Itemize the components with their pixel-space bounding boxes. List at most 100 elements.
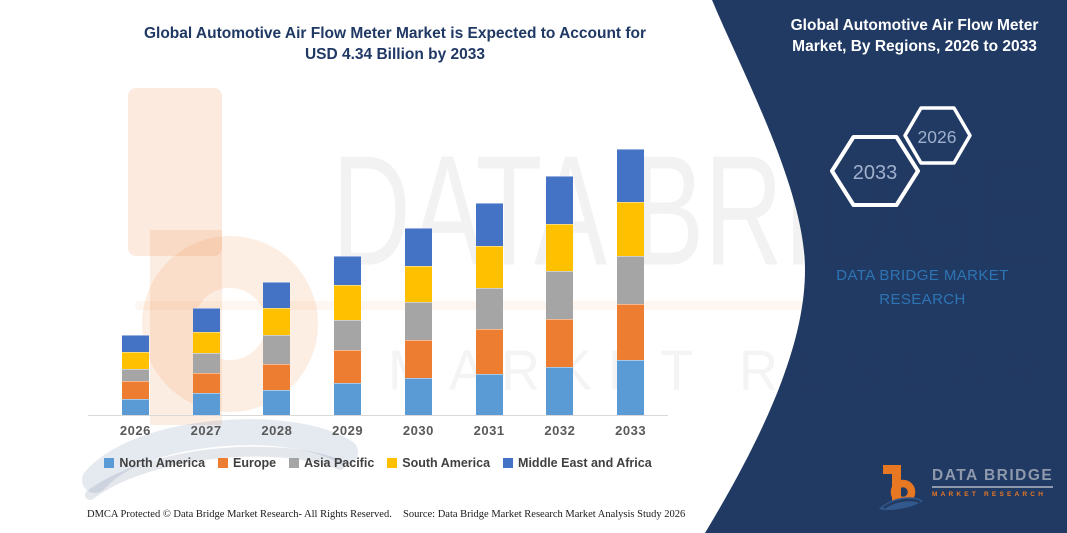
bar-column-2033: [595, 145, 666, 415]
legend-label: Asia Pacific: [304, 456, 375, 470]
logo-text: DATA BRIDGE MARKET RESEARCH: [932, 467, 1054, 515]
panel-brand-text: DATA BRIDGE MARKET RESEARCH: [820, 264, 1025, 312]
x-tick-label: 2033: [615, 423, 647, 438]
bar-segment: [192, 373, 220, 393]
logo-b-icon: [879, 465, 923, 511]
logo-subtitle: MARKET RESEARCH: [932, 491, 1047, 498]
bar-segment: [546, 366, 574, 415]
x-tick-label: 2027: [190, 423, 222, 438]
bar-segment: [404, 228, 432, 267]
bar-segment: [263, 282, 291, 308]
bar-segment: [334, 350, 362, 384]
bar-segment: [121, 381, 149, 399]
bar-segment: [617, 202, 645, 257]
bar-column-2032: [525, 145, 596, 415]
legend-item: North America: [104, 456, 205, 470]
bar-segment: [404, 339, 432, 378]
panel-brand-line2: RESEARCH: [879, 291, 966, 308]
legend: North America Europe Asia Pacific South Ame…: [88, 456, 668, 470]
panel-title: Global Automotive Air Flow Meter Market,…: [772, 15, 1057, 57]
bar-segment: [192, 332, 220, 353]
legend-swatch-icon: [503, 458, 514, 468]
x-tick-label: 2026: [119, 423, 151, 438]
x-tick-label: 2029: [332, 423, 364, 438]
bar-column-2028: [242, 145, 313, 415]
bar-column-2031: [454, 145, 525, 415]
bar-segment: [617, 149, 645, 203]
x-tick-label: 2031: [473, 423, 505, 438]
bar-chart: [100, 145, 666, 415]
bar-segment: [475, 202, 503, 247]
bar-segment: [475, 287, 503, 330]
panel-brand-line1: DATA BRIDGE MARKET: [836, 267, 1009, 284]
bar-segment: [404, 266, 432, 303]
bar-segment: [334, 383, 362, 415]
bar-segment: [617, 256, 645, 305]
dmca-note: DMCA Protected © Data Bridge Market Rese…: [87, 509, 392, 520]
legend-label: Middle East and Africa: [518, 456, 652, 470]
bar-segment: [546, 271, 574, 319]
logo-title: DATA BRIDGE: [932, 467, 1054, 488]
legend-label: North America: [119, 456, 206, 470]
chart-title-line2: USD 4.34 Billion by 2033: [304, 46, 486, 63]
legend-label: South America: [402, 456, 491, 470]
x-axis-labels: 2026 2027 2028 2029 2030 2031 2032 2033: [100, 423, 666, 438]
hexagon-2026: [903, 106, 972, 165]
bar-segment: [192, 392, 220, 415]
legend-swatch-icon: [289, 458, 300, 468]
bar-segment: [475, 329, 503, 374]
bar-segment: [263, 389, 291, 415]
bar-2031: [475, 202, 503, 415]
legend-swatch-icon: [218, 458, 229, 468]
chart-title: Global Automotive Air Flow Meter Market …: [85, 23, 705, 65]
bar-segment: [263, 307, 291, 335]
bar-segment: [334, 256, 362, 286]
bar-segment: [475, 246, 503, 288]
bar-2027: [192, 308, 220, 415]
x-tick-label: 2030: [402, 423, 434, 438]
company-logo: DATA BRIDGE MARKET RESEARCH: [878, 461, 1054, 515]
legend-item: Europe: [218, 456, 276, 470]
legend-swatch-icon: [104, 458, 115, 468]
bar-segment: [617, 304, 645, 360]
x-tick-label: 2032: [544, 423, 576, 438]
source-note: Source: Data Bridge Market Research Mark…: [403, 509, 686, 520]
bar-segment: [546, 318, 574, 367]
bar-segment: [546, 224, 574, 272]
bar-2032: [546, 176, 574, 415]
bar-segment: [404, 302, 432, 340]
legend-swatch-icon: [387, 458, 398, 468]
bar-segment: [121, 398, 149, 415]
bar-segment: [192, 352, 220, 374]
legend-item: Asia Pacific: [289, 456, 374, 470]
bar-segment: [334, 285, 362, 321]
hexagon-2033: [830, 135, 920, 207]
bar-segment: [404, 377, 432, 415]
bar-column-2026: [100, 145, 171, 415]
panel-title-line1: Global Automotive Air Flow Meter: [790, 17, 1039, 34]
bar-segment: [121, 369, 149, 382]
bar-segment: [121, 351, 149, 370]
hexagon-2033-label: 2033: [853, 162, 898, 184]
bar-segment: [334, 320, 362, 351]
legend-item: South America: [387, 456, 490, 470]
bar-2028: [263, 282, 291, 415]
bar-segment: [192, 308, 220, 333]
bar-column-2030: [383, 145, 454, 415]
bar-2033: [617, 149, 645, 415]
bar-2026: [121, 335, 149, 415]
bar-column-2029: [312, 145, 383, 415]
bar-segment: [263, 364, 291, 390]
chart-title-line1: Global Automotive Air Flow Meter Market …: [143, 25, 647, 42]
bar-segment: [546, 176, 574, 225]
x-axis-line: [88, 415, 668, 416]
bar-segment: [617, 359, 645, 415]
bar-2030: [404, 228, 432, 415]
legend-item: Middle East and Africa: [503, 456, 652, 470]
legend-label: Europe: [233, 456, 277, 470]
bar-segment: [475, 373, 503, 415]
bar-segment: [263, 334, 291, 365]
panel-title-line2: Market, By Regions, 2026 to 2033: [792, 38, 1037, 55]
